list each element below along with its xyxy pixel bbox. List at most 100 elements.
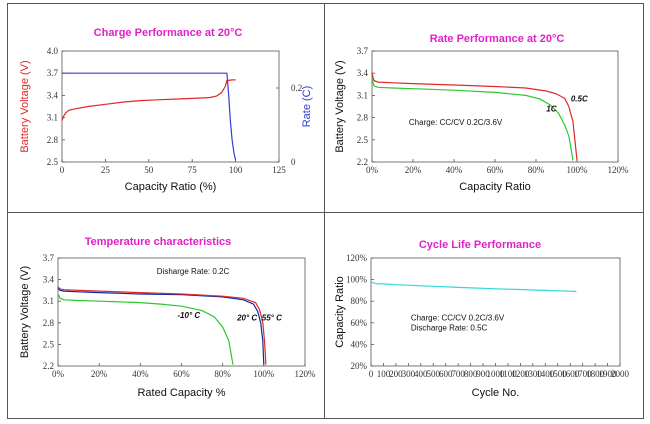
x-tick-label: 1400 (536, 369, 555, 379)
x-tick-label: 2000 (611, 369, 630, 379)
x-tick-label: 500 (427, 369, 441, 379)
y-tick-label: 3.7 (357, 46, 369, 56)
x-tick-label: 900 (476, 369, 490, 379)
y-tick-label: 4.0 (47, 46, 59, 56)
x-tick-label: 40% (446, 165, 463, 175)
y-tick-label: 100% (346, 275, 368, 285)
x-tick-label: 125 (272, 165, 286, 175)
series-label: -10° C (177, 311, 200, 320)
y-tick-label: 120% (346, 253, 368, 263)
rate-series-line-2 (371, 77, 574, 161)
annotation-text: Discharge Rate: 0.5C (411, 323, 488, 332)
x-tick-label: 800 (464, 369, 478, 379)
y-tick-label: 20% (351, 361, 368, 371)
x-tick-label: 100 (229, 165, 243, 175)
y-tick-label: 3.1 (43, 296, 54, 306)
cycle-life-plot-frame (370, 257, 621, 367)
x-tick-label: 40% (132, 369, 149, 379)
x-tick-label: 1300 (524, 369, 543, 379)
temperature-series-line-2 (57, 287, 265, 365)
y-tick-label: 2.2 (357, 157, 368, 167)
series-label: 1C (546, 105, 556, 114)
series-label: 55° C (262, 314, 282, 323)
annotation-text: Charge: CC/CV 0.2C/3.6V (409, 118, 503, 127)
x-tick-label: 100% (567, 165, 589, 175)
y-tick-label: 2.5 (357, 135, 369, 145)
temperature-characteristics-panel: Temperature characteristics 0% 20% 40% 60% 80… (7, 212, 325, 419)
x-tick-label: 300 (402, 369, 416, 379)
x-tick-label: 1500 (549, 369, 568, 379)
x-tick-label: 50 (144, 165, 154, 175)
y-tick-label: 3.7 (47, 68, 59, 78)
temperature-title: Temperature characteristics (85, 236, 232, 248)
x-tick-label: 700 (451, 369, 465, 379)
cycle-life-title: Cycle Life Performance (419, 239, 541, 251)
cycle-life-panel: Cycle Life Performance 0 100 200 300 400 500 60… (324, 212, 644, 419)
y2-tick-label: 0.2 (291, 83, 302, 93)
y-tick-label: 3.1 (47, 113, 58, 123)
charge-series-line-2 (62, 72, 237, 161)
y-tick-label: 2.8 (357, 113, 369, 123)
y-tick-label: 2.2 (43, 361, 54, 371)
y-tick-label: 40% (351, 339, 368, 349)
charge-y2-axis-label: Rate (C) (301, 86, 313, 128)
series-label: 20° C (236, 314, 257, 323)
rate-y-axis-label: Battery Voltage (V) (334, 60, 346, 152)
x-tick-label: 1900 (599, 369, 618, 379)
cycle-life-series-line-1 (370, 281, 577, 293)
charge-plot: Charge Performance at 20°C 0 25 50 75 100 125 2… (19, 27, 313, 193)
x-tick-label: 1100 (499, 369, 517, 379)
y-tick-label: 2.5 (43, 339, 55, 349)
charge-y-axis-label: Battery Voltage (V) (19, 60, 31, 152)
charge-plot-frame (61, 50, 280, 163)
temperature-y-axis-label: Battery Voltage (V) (19, 266, 31, 358)
y-tick-label: 3.7 (43, 253, 55, 263)
x-tick-label: 400 (414, 369, 428, 379)
x-tick-label: 120% (608, 165, 630, 175)
y-tick-label: 2.8 (47, 135, 59, 145)
x-tick-label: 1000 (487, 369, 506, 379)
y2-tick-label: 0 (291, 157, 296, 167)
temperature-series-line-1 (57, 293, 234, 365)
x-tick-label: 1200 (511, 369, 530, 379)
x-tick-label: 80% (528, 165, 545, 175)
x-tick-label: 0 (369, 369, 374, 379)
series-label: 0.5C (571, 94, 588, 103)
x-tick-label: 0% (52, 369, 65, 379)
x-tick-label: 20% (405, 165, 422, 175)
x-tick-label: 0% (366, 165, 379, 175)
x-tick-label: 60% (173, 369, 190, 379)
annotation-text: Disharge Rate: 0.2C (157, 267, 230, 276)
charge-x-axis-label: Capacity Ratio (%) (125, 181, 217, 193)
x-tick-label: 1600 (561, 369, 580, 379)
rate-x-axis-label: Capacity Ratio (459, 181, 531, 193)
charge-title: Charge Performance at 20°C (94, 27, 243, 39)
x-tick-label: 100 (377, 369, 391, 379)
temperature-x-axis-label: Rated Capacity % (137, 387, 225, 399)
x-tick-label: 100% (253, 369, 275, 379)
y-tick-label: 2.8 (43, 318, 55, 328)
rate-performance-panel: Rate Performance at 20°C 0% 20% 40% 60% 80% 10… (324, 3, 644, 213)
y-tick-label: 2.5 (47, 157, 59, 167)
x-tick-label: 25 (101, 165, 111, 175)
cycle-life-y-axis-label: Capacity Ratio (334, 276, 346, 348)
x-tick-label: 1800 (586, 369, 605, 379)
y-tick-label: 3.4 (357, 68, 369, 78)
x-tick-label: 120% (295, 369, 317, 379)
x-tick-label: 75 (188, 165, 198, 175)
rate-series-line-1 (371, 72, 578, 161)
annotation-text: Charge: CC/CV 0.2C/3.6V (411, 314, 505, 323)
rate-plot-frame (371, 50, 619, 163)
x-tick-label: 20% (91, 369, 108, 379)
x-tick-label: 60% (487, 165, 504, 175)
charge-performance-panel: Charge Performance at 20°C 0 25 50 75 100 125 2… (7, 3, 325, 213)
x-tick-label: 1700 (574, 369, 593, 379)
x-tick-label: 200 (389, 369, 403, 379)
x-tick-label: 80% (214, 369, 231, 379)
y-tick-label: 3.4 (43, 275, 55, 285)
cycle-life-x-axis-label: Cycle No. (472, 387, 520, 399)
rate-title: Rate Performance at 20°C (430, 33, 565, 45)
temperature-series-line-3 (57, 286, 267, 365)
